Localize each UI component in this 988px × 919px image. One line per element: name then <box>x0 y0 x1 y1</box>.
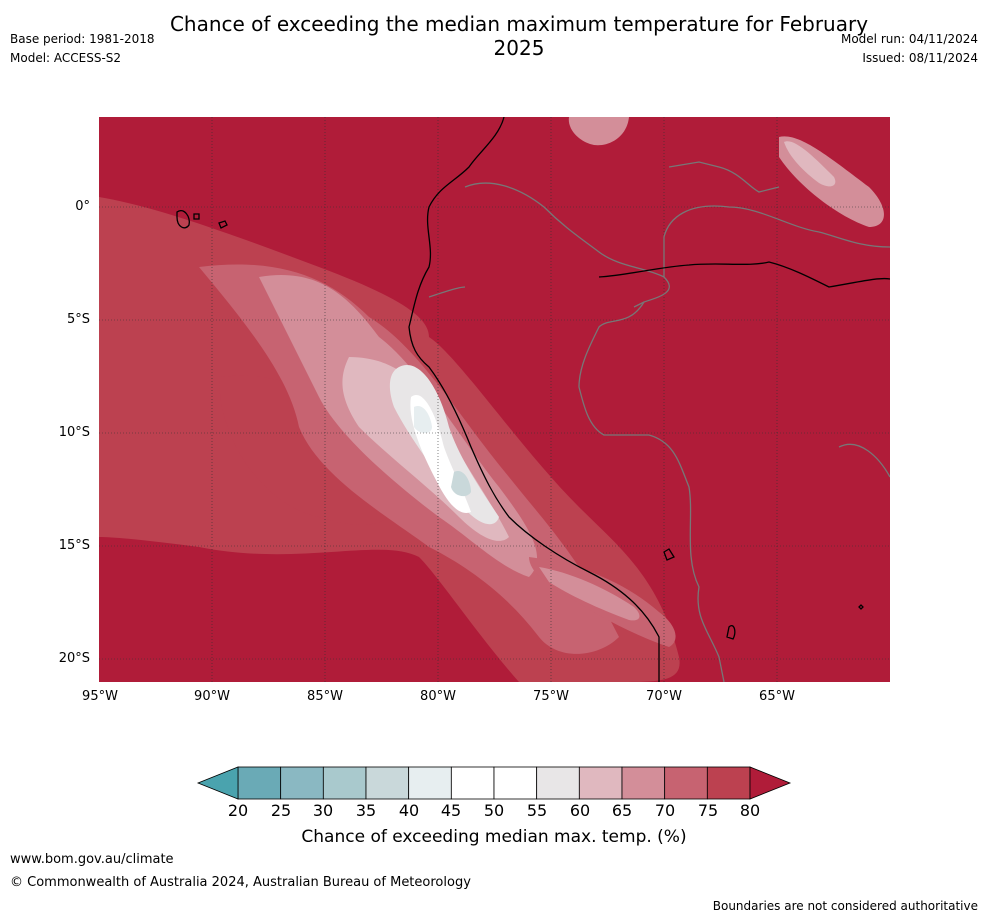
probability-contours <box>99 117 884 682</box>
contour-60-65-north <box>568 117 629 146</box>
colorbar-tick: 20 <box>227 801 249 820</box>
contour-35-40 <box>451 471 471 497</box>
colorbar-bin <box>280 766 324 800</box>
lat-label: 10°S <box>58 425 90 440</box>
country-borders <box>428 161 890 682</box>
colorbar-over-arrow <box>749 766 792 800</box>
colorbar-tick: 70 <box>654 801 676 820</box>
lat-label: 0° <box>75 199 90 214</box>
colorbar-bin <box>493 766 538 800</box>
colorbar-tick: 50 <box>483 801 505 820</box>
lon-label: 75°W <box>533 689 569 704</box>
lon-label: 80°W <box>420 689 456 704</box>
model-run-text: Model run: 04/11/2024 <box>840 32 978 46</box>
colorbar-label: Chance of exceeding median max. temp. (%… <box>301 827 687 847</box>
colorbar-bin <box>706 766 751 800</box>
colorbar-bin <box>664 766 708 800</box>
colorbar-bin <box>450 766 495 800</box>
colorbar-bins <box>237 766 751 800</box>
colorbar-tick: 35 <box>355 801 377 820</box>
model-text: Model: ACCESS-S2 <box>10 51 122 65</box>
colorbar-tick: 40 <box>398 801 420 820</box>
colorbar-tick: 65 <box>611 801 633 820</box>
contour-60-65-southeast <box>539 567 640 621</box>
colorbar-tick: 55 <box>526 801 548 820</box>
contour-40-45 <box>414 406 432 433</box>
contour-55-60-northeast <box>784 141 836 187</box>
lat-label: 20°S <box>58 651 90 666</box>
colorbar-tick: 60 <box>569 801 591 820</box>
colorbar-bin <box>237 766 282 800</box>
colorbar-bin <box>365 766 410 800</box>
lat-label: 15°S <box>58 538 90 553</box>
map-title: Chance of exceeding the median maximum t… <box>169 12 869 60</box>
colorbar-bin <box>536 766 580 800</box>
lon-label: 90°W <box>194 689 230 704</box>
colorbar-bin <box>621 766 666 800</box>
colorbar-bin <box>578 766 623 800</box>
lon-label: 95°W <box>82 689 118 704</box>
colorbar-tick: 75 <box>697 801 719 820</box>
website-link[interactable]: www.bom.gov.au/climate <box>10 852 174 867</box>
graticule <box>99 117 890 682</box>
colorbar-tick: 30 <box>312 801 334 820</box>
lon-label: 85°W <box>307 689 343 704</box>
issued-text: Issued: 08/11/2024 <box>862 51 978 65</box>
base-period-text: Base period: 1981-2018 <box>10 32 155 46</box>
disclaimer-text: Boundaries are not considered authoritat… <box>712 899 978 913</box>
lon-label: 65°W <box>759 689 795 704</box>
colorbar-under-arrow <box>196 766 239 800</box>
colorbar-tick: 80 <box>739 801 761 820</box>
copyright-text: © Commonwealth of Australia 2024, Austra… <box>10 875 471 890</box>
lat-label: 5°S <box>66 312 90 327</box>
colorbar-bin <box>322 766 367 800</box>
forecast-map <box>99 117 890 682</box>
coastline <box>176 117 890 682</box>
colorbar <box>196 766 792 800</box>
colorbar-bin <box>408 766 452 800</box>
lon-label: 70°W <box>646 689 682 704</box>
colorbar-tick: 45 <box>440 801 462 820</box>
colorbar-tick: 25 <box>270 801 292 820</box>
